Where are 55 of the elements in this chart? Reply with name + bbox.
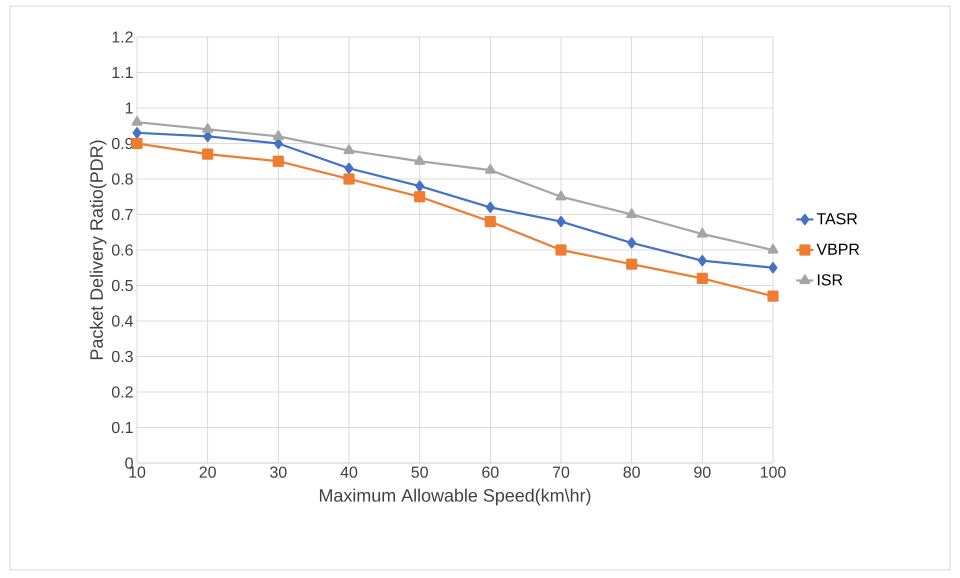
point (132, 116, 142, 126)
x-axis-title: Maximum Allowable Speed(km\hr) (320, 488, 590, 506)
y-tick-label: 0.7 (112, 208, 133, 220)
y-tick-label: 0.4 (112, 315, 134, 327)
legend-label: VBPR (816, 244, 860, 255)
point (202, 123, 214, 133)
point (627, 237, 636, 248)
point (767, 290, 779, 302)
point (626, 208, 638, 218)
point (556, 216, 566, 228)
legend-label: ISR (818, 274, 842, 286)
y-tick-label: 1.2 (112, 31, 133, 43)
point (414, 191, 426, 202)
x-tick-label: 60 (482, 466, 499, 478)
legend-label: TASR (816, 213, 858, 224)
y-tick-label: 0.1 (112, 422, 133, 434)
point (626, 258, 638, 270)
point (556, 190, 566, 200)
y-tick-label: 0.3 (112, 350, 133, 362)
point (768, 244, 778, 254)
x-tick-label: 90 (694, 466, 711, 478)
x-tick-label: 20 (200, 466, 216, 478)
point (696, 272, 708, 284)
x-tick-label: 10 (129, 466, 146, 478)
point (555, 244, 567, 256)
point (414, 155, 426, 165)
point (132, 127, 142, 138)
point (486, 202, 495, 213)
point (768, 262, 778, 274)
y-tick-label: 1.1 (112, 67, 133, 78)
point (698, 255, 707, 266)
point (344, 144, 354, 154)
point (696, 228, 708, 238)
x-tick-label: 40 (340, 466, 358, 478)
y-tick-label: 0.6 (112, 244, 133, 256)
y-tick-label: 0.5 (112, 280, 133, 292)
point (202, 148, 214, 160)
y-tick-label: 1 (126, 102, 133, 114)
point (343, 173, 355, 185)
x-tick-label: 30 (270, 466, 287, 478)
point (484, 216, 496, 228)
point (272, 130, 284, 140)
point (131, 138, 143, 150)
x-tick-label: 70 (552, 466, 570, 478)
y-tick-label: 0.2 (112, 386, 133, 398)
x-tick-label: 50 (411, 466, 428, 478)
y-axis-title: Packet Delivery Ratio(PDR) (90, 140, 106, 360)
point (344, 162, 354, 174)
point (484, 164, 496, 174)
x-tick-label: 100 (760, 466, 786, 478)
y-tick-label: 0.8 (112, 173, 133, 185)
y-tick-label: 0 (125, 457, 133, 469)
point (272, 156, 284, 167)
x-tick-label: 80 (623, 466, 640, 478)
point (415, 180, 424, 192)
